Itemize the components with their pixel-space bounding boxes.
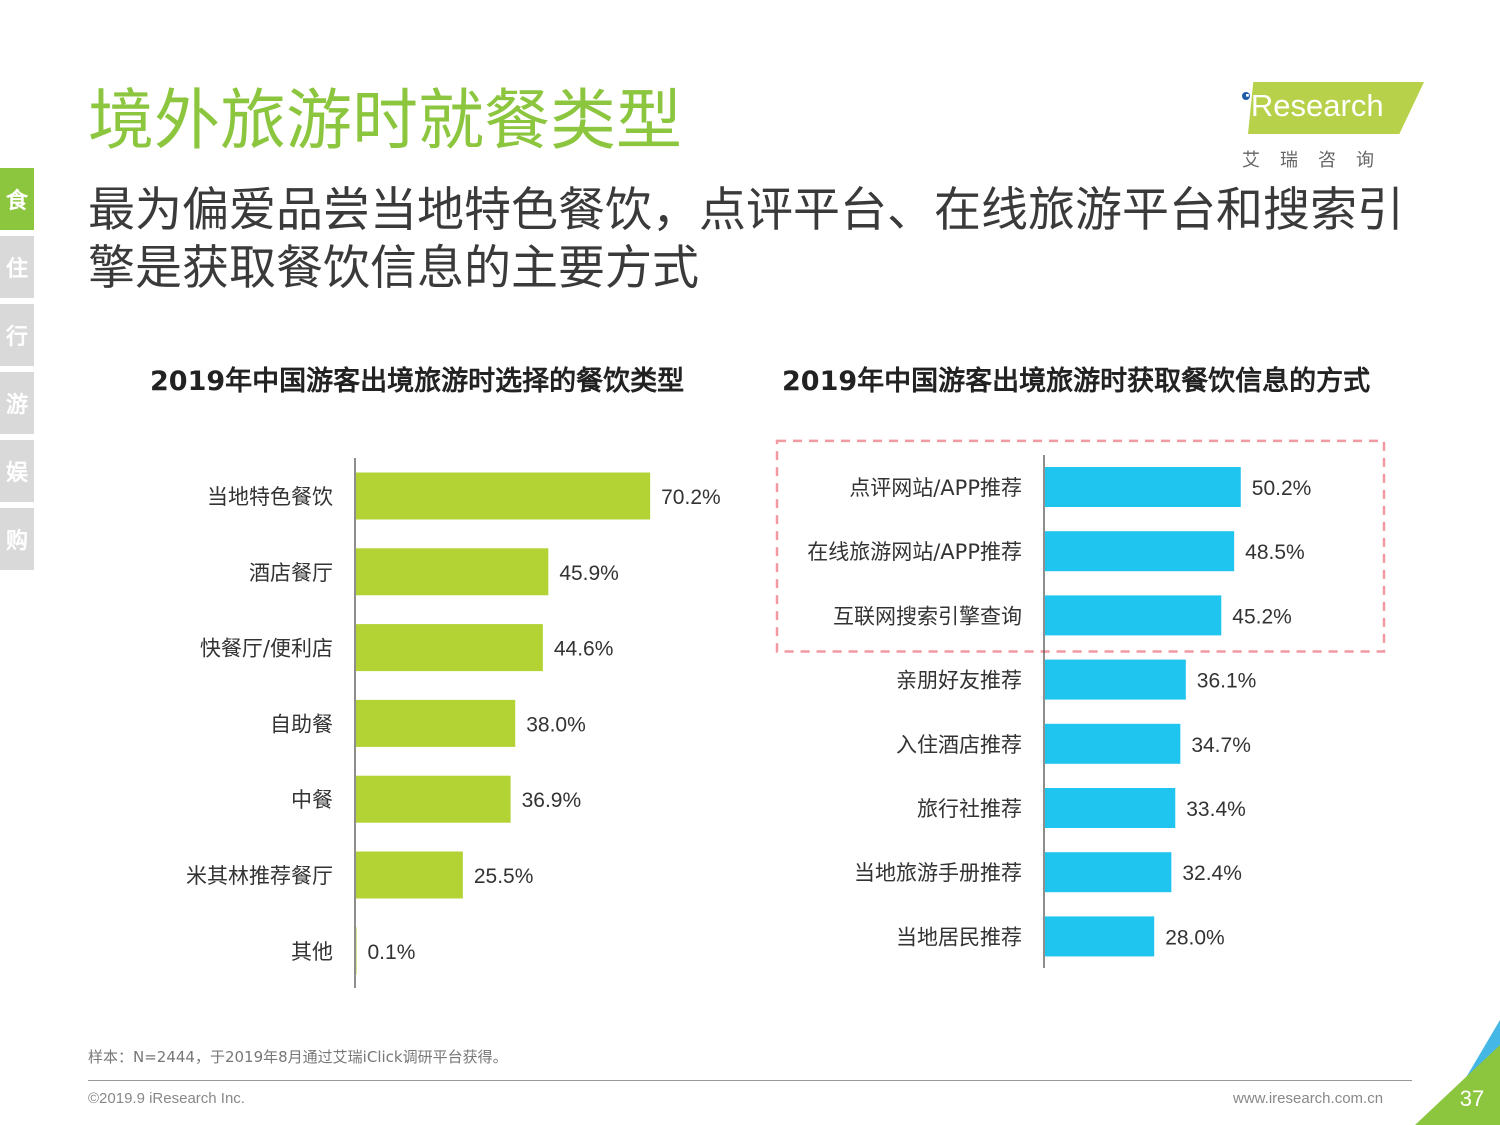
bar-info <box>1045 723 1181 764</box>
category-label-dining: 快餐厅/便利店 <box>200 637 333 661</box>
category-label-info: 入住酒店推荐 <box>896 733 1022 757</box>
value-label-dining: 25.5% <box>474 865 534 888</box>
bar-info <box>1045 659 1186 700</box>
copyright: ©2019.9 iResearch Inc. <box>88 1090 245 1107</box>
side-nav: 食 住 行 游 娱 购 <box>0 168 34 576</box>
highlight-box-info <box>775 439 1386 653</box>
bar-dining <box>356 624 543 672</box>
value-label-dining: 44.6% <box>554 638 614 661</box>
value-label-info: 36.1% <box>1197 670 1257 693</box>
side-nav-item-travel[interactable]: 行 <box>0 304 34 366</box>
value-label-info: 48.5% <box>1245 541 1305 564</box>
footer-divider <box>88 1080 1412 1081</box>
bar-info <box>1045 788 1176 828</box>
value-label-dining: 0.1% <box>368 941 416 964</box>
side-nav-item-entertainment[interactable]: 娱 <box>0 440 34 502</box>
footnote: 样本：N=2444，于2019年8月通过艾瑞iClick调研平台获得。 <box>88 1048 508 1066</box>
value-label-dining: 70.2% <box>661 486 721 509</box>
chart-title-dining-types: 2019年中国游客出境旅游时选择的餐饮类型 <box>150 366 685 397</box>
value-label-info: 28.0% <box>1165 926 1225 949</box>
category-label-info: 互联网搜索引擎查询 <box>833 604 1022 628</box>
category-label-dining: 其他 <box>291 940 333 964</box>
iresearch-logo: iResearch 艾瑞咨询 <box>1238 78 1428 171</box>
chart-title-info-sources: 2019年中国游客出境旅游时获取餐饮信息的方式 <box>782 366 1371 397</box>
category-label-dining: 当地特色餐饮 <box>207 485 333 509</box>
side-nav-item-stay[interactable]: 住 <box>0 236 34 298</box>
value-label-info: 50.2% <box>1252 477 1312 500</box>
bar-dining <box>356 775 511 823</box>
category-label-dining: 米其林推荐餐厅 <box>186 864 333 888</box>
value-label-dining: 45.9% <box>559 562 619 585</box>
category-label-info: 点评网站/APP推荐 <box>849 476 1022 500</box>
side-nav-item-shopping[interactable]: 购 <box>0 508 34 570</box>
bar-dining <box>356 851 463 899</box>
logo-dot-icon <box>1242 92 1250 100</box>
value-label-info: 32.4% <box>1182 862 1242 885</box>
category-label-info: 旅行社推荐 <box>917 797 1022 821</box>
value-label-info: 45.2% <box>1232 605 1292 628</box>
bar-info <box>1045 531 1235 572</box>
category-label-dining: 酒店餐厅 <box>249 561 333 585</box>
bar-dining <box>356 927 357 975</box>
logo-banner <box>1248 82 1424 134</box>
bar-dining <box>356 472 651 520</box>
value-label-info: 33.4% <box>1186 798 1246 821</box>
page-title: 境外旅游时就餐类型 <box>88 82 682 159</box>
logo-text: iResearch <box>1244 88 1384 123</box>
value-label-dining: 36.9% <box>522 789 582 812</box>
page-number: 37 <box>1459 1086 1485 1111</box>
website-link[interactable]: www.iresearch.com.cn <box>1233 1090 1384 1107</box>
bar-info <box>1045 467 1241 507</box>
value-label-dining: 38.0% <box>526 713 586 736</box>
category-label-dining: 中餐 <box>291 788 333 812</box>
value-label-info: 34.7% <box>1191 734 1251 757</box>
category-label-dining: 自助餐 <box>270 712 333 736</box>
page-subtitle: 最为偏爱品尝当地特色餐饮，点评平台、在线旅游平台和搜索引擎是获取餐饮信息的主要方… <box>88 183 1404 296</box>
category-label-info: 当地旅游手册推荐 <box>854 861 1022 885</box>
bar-dining <box>356 548 549 596</box>
bar-info <box>1045 595 1222 636</box>
bar-info <box>1045 852 1172 893</box>
bar-info <box>1045 916 1155 957</box>
category-label-info: 亲朋好友推荐 <box>896 669 1022 693</box>
logo-cn-text: 艾瑞咨询 <box>1242 150 1394 171</box>
category-label-info: 在线旅游网站/APP推荐 <box>807 540 1022 564</box>
side-nav-item-tour[interactable]: 游 <box>0 372 34 434</box>
side-nav-item-food[interactable]: 食 <box>0 168 34 230</box>
bar-dining <box>356 699 516 747</box>
category-label-info: 当地居民推荐 <box>896 925 1022 949</box>
